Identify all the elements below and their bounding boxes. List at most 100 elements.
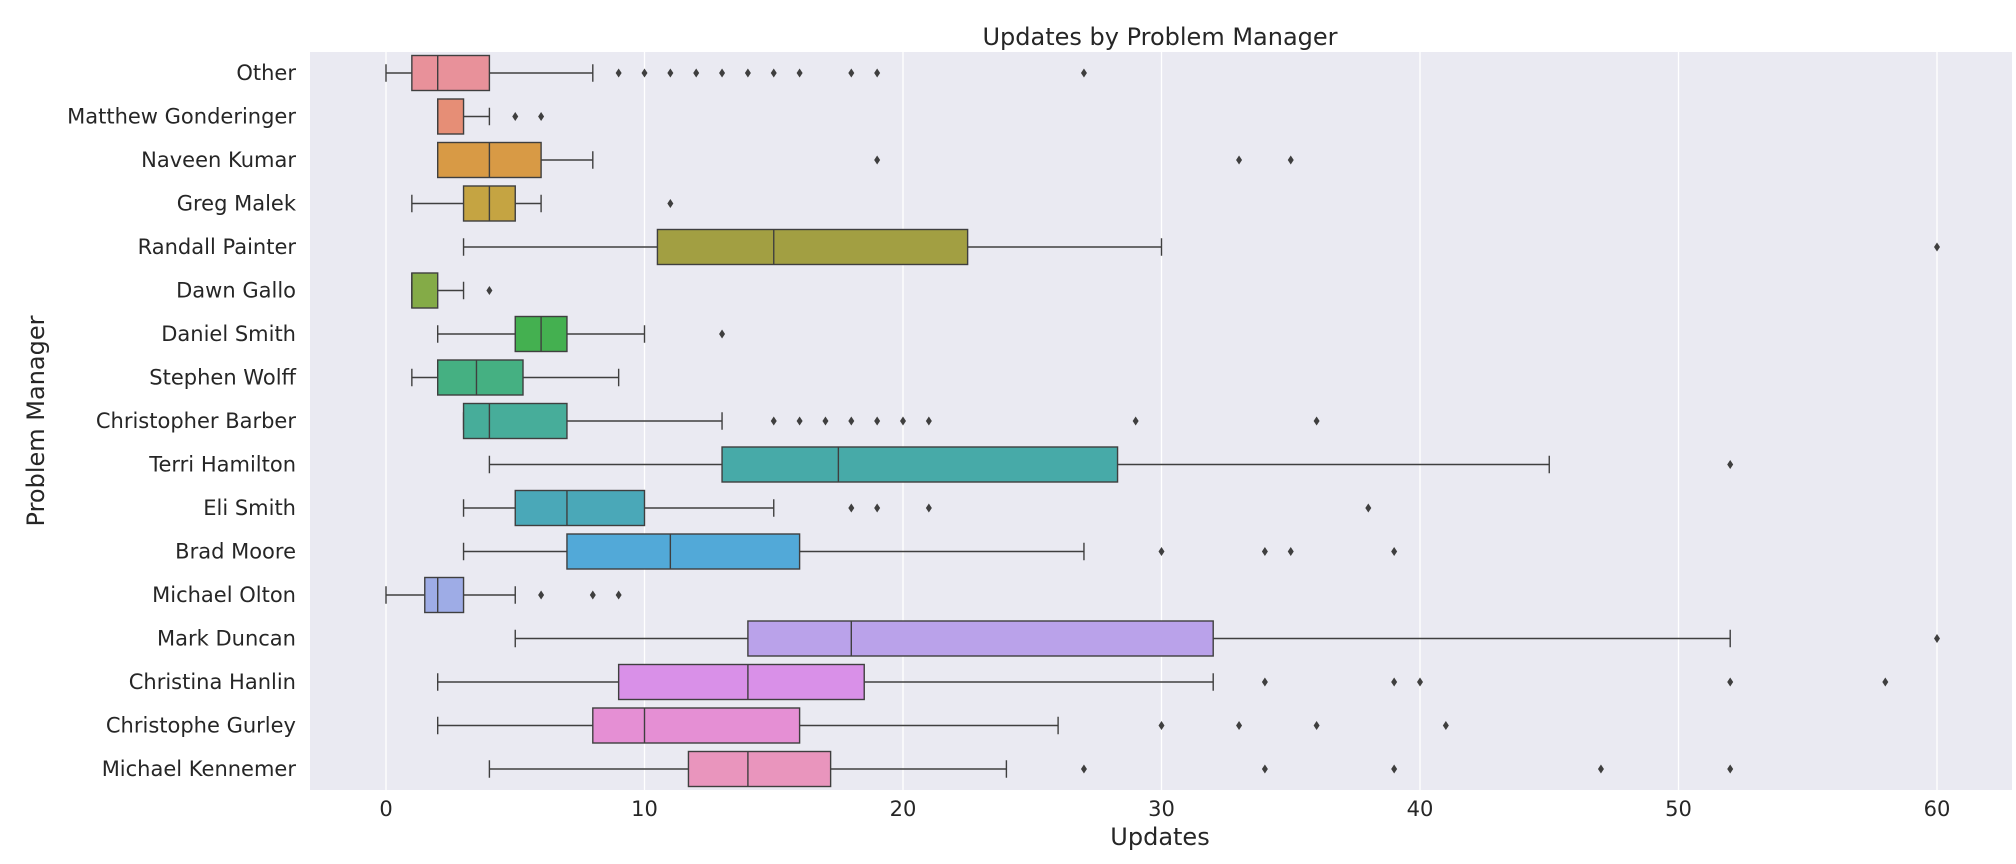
flier-point bbox=[1080, 764, 1087, 774]
y-tick-label-dawn-gallo: Dawn Gallo bbox=[176, 279, 296, 303]
flier-point bbox=[1417, 677, 1423, 687]
flier-point bbox=[1442, 721, 1449, 730]
flier-point bbox=[925, 503, 932, 513]
box-matthew-gonderinger bbox=[437, 98, 545, 135]
x-tick-label-40: 40 bbox=[1407, 797, 1434, 821]
flier-point bbox=[1261, 547, 1268, 556]
flier-point bbox=[1261, 677, 1268, 687]
y-tick-label-naveen-kumar: Naveen Kumar bbox=[141, 148, 296, 172]
flier-point bbox=[744, 68, 751, 78]
x-axis-label: Updates bbox=[1110, 823, 1209, 851]
y-tick-label-matthew-gonderinger: Matthew Gonderinger bbox=[67, 105, 296, 129]
y-tick-label-daniel-smith: Daniel Smith bbox=[161, 322, 296, 346]
flier-point bbox=[1158, 721, 1165, 730]
box-eli-smith bbox=[462, 489, 1372, 527]
flier-point bbox=[822, 416, 829, 426]
x-tick-labels: 0 10 20 30 40 50 60 bbox=[379, 797, 1950, 821]
flier-point bbox=[770, 416, 777, 426]
flier-point bbox=[641, 68, 648, 78]
flier-point bbox=[1934, 634, 1940, 643]
y-tick-label-michael-olton: Michael Olton bbox=[152, 583, 296, 607]
box-iqr bbox=[747, 620, 1214, 657]
box-iqr bbox=[656, 228, 969, 266]
box-iqr bbox=[437, 359, 524, 396]
flier-point bbox=[1313, 721, 1320, 730]
box-iqr bbox=[411, 54, 491, 92]
flier-point bbox=[874, 503, 881, 513]
box-daniel-smith bbox=[437, 315, 726, 353]
box-dawn-gallo bbox=[411, 272, 493, 309]
flier-point bbox=[667, 68, 674, 78]
box-brad-moore bbox=[462, 533, 1398, 570]
box-iqr bbox=[437, 98, 465, 135]
box-iqr bbox=[592, 707, 801, 744]
flier-point bbox=[874, 68, 881, 78]
box-iqr bbox=[424, 576, 465, 614]
flier-point bbox=[1287, 155, 1294, 165]
flier-point bbox=[1597, 764, 1604, 774]
box-stephen-wolff bbox=[411, 359, 620, 396]
flier-point bbox=[1313, 416, 1320, 426]
box-iqr bbox=[617, 663, 865, 701]
box-series bbox=[385, 54, 1940, 788]
y-tick-label-eli-smith: Eli Smith bbox=[203, 496, 296, 520]
y-tick-label-terri-hamilton: Terri Hamilton bbox=[148, 453, 296, 477]
box-christina-hanlin bbox=[437, 663, 1889, 701]
x-tick-label-60: 60 bbox=[1924, 797, 1951, 821]
box-iqr bbox=[411, 272, 439, 309]
flier-point bbox=[615, 590, 622, 600]
flier-point bbox=[874, 155, 881, 165]
y-tick-label-christopher-barber: Christopher Barber bbox=[96, 409, 296, 433]
box-greg-malek bbox=[411, 185, 674, 222]
flier-point bbox=[900, 416, 906, 426]
flier-point bbox=[512, 112, 519, 121]
flier-point bbox=[1365, 503, 1372, 513]
y-tick-labels: Other Matthew Gonderinger Naveen Kumar Greg… bbox=[67, 61, 297, 781]
flier-point bbox=[693, 68, 700, 78]
x-tick-label-10: 10 bbox=[631, 797, 658, 821]
flier-point bbox=[1934, 242, 1940, 252]
flier-point bbox=[1727, 764, 1734, 774]
flier-point bbox=[667, 199, 674, 208]
chart-title: Updates by Problem Manager bbox=[982, 23, 1337, 51]
x-tick-label-30: 30 bbox=[1148, 797, 1175, 821]
y-tick-label-stephen-wolff: Stephen Wolff bbox=[149, 366, 296, 390]
box-terri-hamilton bbox=[488, 446, 1734, 483]
flier-point bbox=[1391, 677, 1398, 687]
flier-point bbox=[848, 503, 855, 513]
y-tick-label-brad-moore: Brad Moore bbox=[175, 540, 296, 564]
flier-point bbox=[1080, 68, 1087, 78]
x-tick-label-20: 20 bbox=[890, 797, 917, 821]
flier-point bbox=[1727, 460, 1734, 469]
flier-point bbox=[925, 416, 932, 426]
box-iqr bbox=[514, 489, 646, 527]
y-tick-label-michael-kennemer: Michael Kennemer bbox=[102, 757, 297, 781]
box-iqr bbox=[462, 402, 568, 440]
flier-point bbox=[1261, 764, 1268, 774]
flier-point bbox=[1391, 764, 1398, 774]
box-naveen-kumar bbox=[437, 141, 1294, 179]
box-iqr bbox=[687, 750, 832, 788]
x-tick-label-0: 0 bbox=[379, 797, 392, 821]
box-michael-kennemer bbox=[488, 750, 1734, 788]
box-iqr bbox=[721, 446, 1119, 483]
flier-point bbox=[770, 68, 777, 78]
box-christopher-barber bbox=[462, 402, 1320, 440]
box-michael-olton bbox=[385, 576, 622, 614]
flier-point bbox=[1236, 721, 1243, 730]
box-other bbox=[385, 54, 1087, 92]
y-axis-label: Problem Manager bbox=[22, 315, 50, 526]
flier-point bbox=[615, 68, 622, 78]
flier-point bbox=[796, 68, 803, 78]
flier-point bbox=[1236, 155, 1243, 165]
flier-point bbox=[486, 286, 493, 295]
flier-point bbox=[538, 590, 545, 600]
flier-point bbox=[1287, 547, 1294, 556]
box-mark-duncan bbox=[514, 620, 1940, 657]
flier-point bbox=[796, 416, 803, 426]
box-christophe-gurley bbox=[437, 707, 1449, 744]
flier-point bbox=[538, 112, 545, 121]
flier-point bbox=[848, 68, 855, 78]
flier-point bbox=[848, 416, 855, 426]
